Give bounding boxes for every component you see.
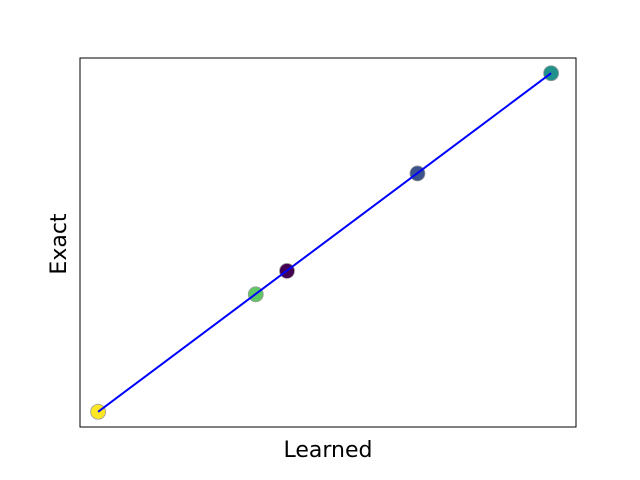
fit-line (97, 72, 552, 413)
plot-layer (90, 65, 559, 420)
plot-frame (79, 57, 577, 428)
x-axis-label: Learned (284, 438, 373, 463)
y-axis-label: Exact (47, 213, 72, 274)
